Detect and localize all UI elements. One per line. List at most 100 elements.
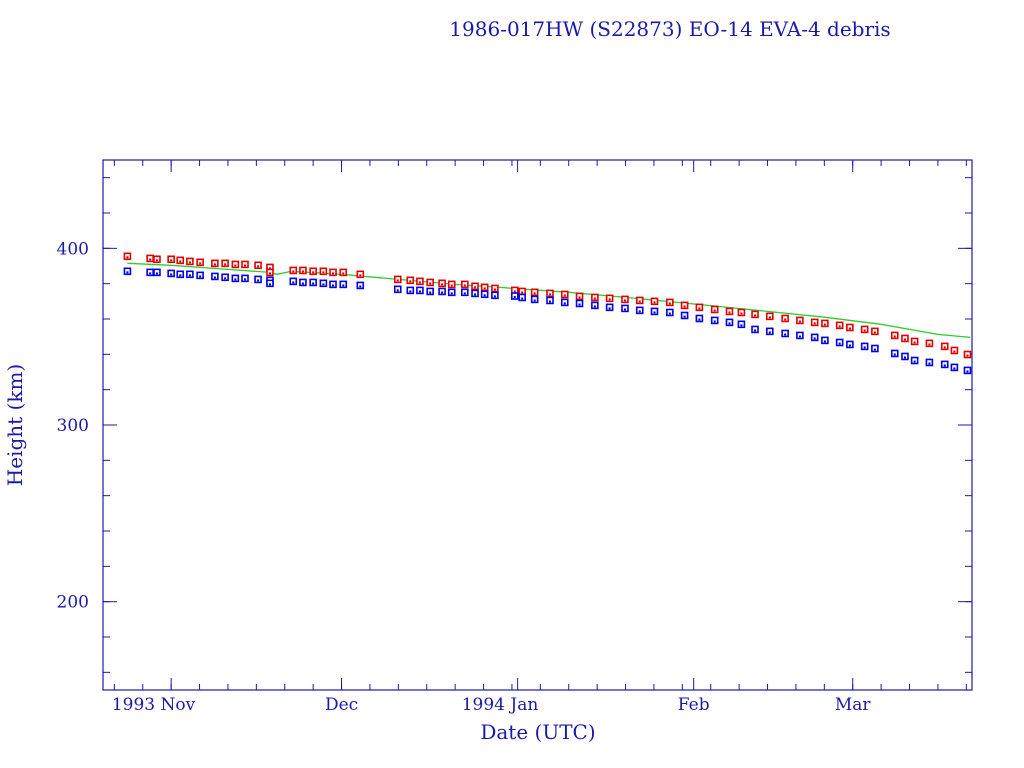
apogee-point xyxy=(438,279,446,288)
perigee-point xyxy=(254,275,262,284)
point-dot xyxy=(224,263,227,266)
point-dot xyxy=(593,305,596,308)
apogee-point xyxy=(680,301,689,310)
point-dot xyxy=(754,329,757,332)
point-dot xyxy=(179,260,182,263)
apogee-point xyxy=(309,267,317,276)
perigee-point xyxy=(176,270,185,279)
apogee-point xyxy=(860,325,869,334)
perigee-point xyxy=(810,333,819,342)
point-dot xyxy=(798,320,801,323)
apogee-point xyxy=(491,284,499,293)
perigee-point xyxy=(329,280,337,289)
point-dot xyxy=(213,276,216,279)
chart-title: 1986-017HW (S22873) EO-14 EVA-4 debris xyxy=(449,17,890,41)
point-dot xyxy=(608,298,611,301)
perigee-point xyxy=(635,306,644,315)
point-dot xyxy=(768,331,771,334)
point-dot xyxy=(441,291,444,294)
perigee-point xyxy=(319,279,328,288)
point-dot xyxy=(126,271,129,274)
point-dot xyxy=(149,272,152,275)
point-dot xyxy=(653,301,656,304)
perigee-point xyxy=(901,352,909,361)
point-dot xyxy=(953,367,956,370)
apogee-point xyxy=(289,266,298,275)
apogee-point xyxy=(766,312,774,321)
perigee-point xyxy=(406,286,415,295)
point-dot xyxy=(429,282,432,285)
apogee-point xyxy=(447,280,456,289)
apogee-point xyxy=(221,259,229,268)
point-dot xyxy=(463,292,466,295)
point-dot xyxy=(668,312,671,315)
perigee-point xyxy=(766,327,774,336)
point-dot xyxy=(913,360,916,363)
point-dot xyxy=(848,327,851,330)
point-dot xyxy=(533,292,536,295)
perigee-point xyxy=(231,274,240,283)
perigee-point xyxy=(518,293,526,302)
point-dot xyxy=(301,270,304,273)
apogee-point xyxy=(518,287,526,296)
point-dot xyxy=(493,288,496,291)
point-dot xyxy=(312,282,315,285)
point-dot xyxy=(838,325,841,328)
apogee-point xyxy=(231,260,240,269)
point-dot xyxy=(728,311,731,314)
point-dot xyxy=(863,329,866,332)
x-tick-label: Mar xyxy=(835,695,872,715)
point-dot xyxy=(668,302,671,305)
point-dot xyxy=(483,294,486,297)
perigee-point xyxy=(871,344,879,353)
perigee-point xyxy=(605,303,614,312)
perigee-point xyxy=(950,363,959,372)
axis-ticks xyxy=(103,160,972,690)
point-dot xyxy=(873,331,876,334)
perigee-point xyxy=(266,279,274,288)
perigee-point xyxy=(289,277,298,286)
point-dot xyxy=(188,261,191,264)
perigee-point xyxy=(591,301,599,310)
perigee-point xyxy=(925,358,934,367)
apogee-point xyxy=(890,331,899,340)
point-dot xyxy=(257,279,260,282)
point-dot xyxy=(474,286,477,289)
point-dot xyxy=(322,283,325,286)
point-dot xyxy=(243,264,246,267)
apogee-point xyxy=(737,308,746,317)
apogee-point xyxy=(146,254,154,263)
perigee-point xyxy=(460,288,469,297)
point-dot xyxy=(943,346,946,349)
point-dot xyxy=(608,307,611,310)
perigee-point xyxy=(153,268,161,277)
point-dot xyxy=(409,290,412,293)
point-dot xyxy=(332,272,335,275)
apogee-point xyxy=(460,280,469,289)
point-dot xyxy=(928,362,931,365)
perigee-point xyxy=(910,356,919,365)
x-tick-label: Dec xyxy=(325,695,358,715)
apogee-point xyxy=(605,294,614,303)
point-dot xyxy=(698,318,701,321)
point-dot xyxy=(312,271,315,274)
point-dot xyxy=(653,311,656,314)
point-dot xyxy=(513,290,516,293)
point-dot xyxy=(578,296,581,299)
y-tick-label: 300 xyxy=(57,416,89,436)
point-dot xyxy=(728,322,731,325)
perigee-point xyxy=(309,278,317,287)
apogee-point xyxy=(575,292,584,301)
point-dot xyxy=(873,348,876,351)
point-dot xyxy=(521,297,524,300)
point-dot xyxy=(292,270,295,273)
perigee-point xyxy=(491,291,499,300)
apogee-point xyxy=(471,282,479,291)
point-dot xyxy=(754,314,757,317)
apogee-point xyxy=(835,321,844,330)
apogee-point xyxy=(695,303,704,312)
perigee-point xyxy=(530,295,539,304)
data-points xyxy=(123,252,972,375)
apogee-point xyxy=(153,255,161,264)
apogee-point xyxy=(910,337,919,346)
